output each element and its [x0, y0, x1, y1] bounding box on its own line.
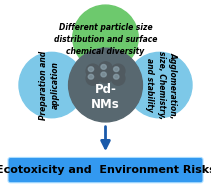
Text: Ecotoxicity and  Environment Risks: Ecotoxicity and Environment Risks [0, 165, 211, 175]
Ellipse shape [99, 69, 112, 83]
Ellipse shape [111, 64, 125, 78]
Ellipse shape [88, 67, 94, 72]
Ellipse shape [114, 74, 119, 79]
Ellipse shape [127, 52, 192, 118]
Text: Different particle size
distribution and surface
chemical diversity: Different particle size distribution and… [54, 23, 157, 56]
Text: Preparation and
application: Preparation and application [39, 50, 60, 120]
Text: Pd-
NMs: Pd- NMs [91, 83, 120, 111]
Ellipse shape [19, 52, 84, 118]
Text: Agglomeration,
size, Chemistry,
and stability: Agglomeration, size, Chemistry, and stab… [145, 51, 178, 119]
FancyBboxPatch shape [8, 157, 203, 183]
Ellipse shape [86, 64, 100, 78]
Ellipse shape [101, 64, 106, 69]
Ellipse shape [101, 72, 106, 77]
Ellipse shape [99, 62, 112, 75]
Ellipse shape [111, 72, 125, 85]
Ellipse shape [114, 67, 119, 72]
Ellipse shape [73, 5, 138, 70]
Ellipse shape [86, 72, 100, 85]
Ellipse shape [88, 74, 94, 79]
Ellipse shape [69, 48, 142, 122]
